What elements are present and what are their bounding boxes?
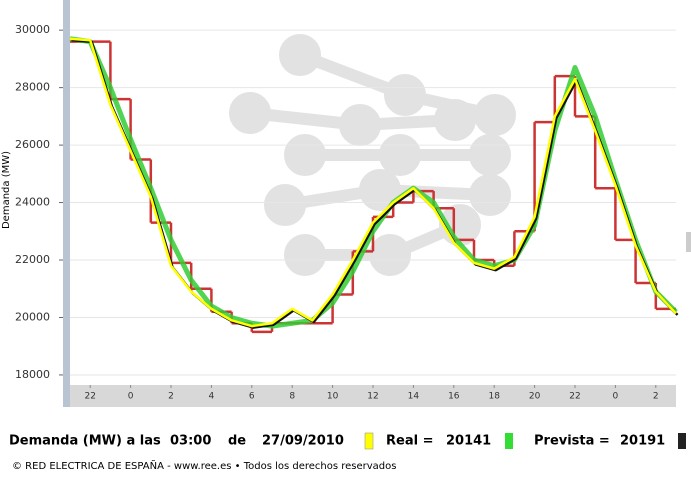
prevista-label: Prevista = <box>534 434 610 449</box>
y-tick-label: 24000 <box>15 196 50 209</box>
x-tick-label: 0 <box>128 392 134 402</box>
x-tick-label: 18 <box>488 392 500 402</box>
y-tick-label: 20000 <box>15 310 50 323</box>
y-tick-label: 30000 <box>15 23 50 36</box>
footer-de: de <box>228 434 246 449</box>
real-value: 20141 <box>446 434 491 449</box>
prevista-value: 20191 <box>620 434 665 449</box>
x-tick-label: 16 <box>448 392 460 402</box>
x-tick-label: 22 <box>84 392 95 402</box>
watermark-logo <box>229 34 516 276</box>
x-tick-label: 2 <box>653 392 659 402</box>
y-axis-label: Demanda (MW) <box>1 151 12 229</box>
real-label: Real = <box>386 434 433 449</box>
footer-date: 27/09/2010 <box>262 434 344 449</box>
y-tick-label: 26000 <box>15 138 50 151</box>
x-tick-label: 22 <box>569 392 580 402</box>
y-tick-label: 22000 <box>15 253 50 266</box>
y-tick-label: 18000 <box>15 368 50 381</box>
x-tick-label: 20 <box>529 392 541 402</box>
x-tick-label: 8 <box>289 392 295 402</box>
x-tick-label: 6 <box>249 392 255 402</box>
x-tick-label: 12 <box>367 392 378 402</box>
line <box>69 37 677 328</box>
copyright: © RED ELECTRICA DE ESPAÑA - www.ree.es •… <box>12 459 397 472</box>
footer-label: Demanda (MW) a las <box>9 434 161 449</box>
x-tick-label: 0 <box>613 392 619 402</box>
y-tick-label: 28000 <box>15 81 50 94</box>
footer-time: 03:00 <box>170 434 211 449</box>
x-tick-label: 10 <box>327 392 339 402</box>
x-tick-label: 14 <box>408 392 420 402</box>
x-tick-label: 4 <box>209 392 215 402</box>
line <box>69 36 678 329</box>
x-tick-label: 2 <box>168 392 174 402</box>
